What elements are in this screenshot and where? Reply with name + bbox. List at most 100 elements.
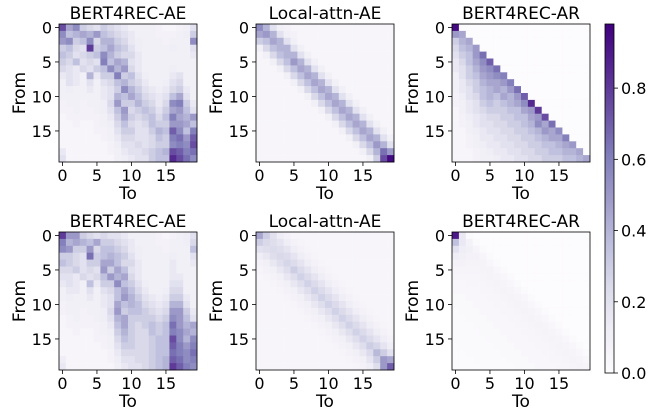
heatmap-cell — [311, 307, 319, 316]
heatmap-cell — [276, 321, 284, 329]
heatmap-cell — [500, 321, 508, 329]
heatmap-cell — [297, 65, 305, 73]
heatmap-cell — [345, 148, 353, 156]
heatmap-cell — [79, 328, 87, 336]
heatmap-cell — [493, 120, 501, 128]
heatmap-cell — [479, 245, 487, 254]
heatmap-cell — [93, 79, 101, 87]
heatmap-cell — [318, 58, 326, 66]
heatmap-cell — [555, 86, 563, 94]
heatmap-cell — [458, 113, 467, 121]
heatmap-cell — [93, 266, 101, 274]
heatmap-cell — [318, 86, 326, 94]
heatmap-cell — [318, 349, 326, 357]
heatmap-cell — [583, 99, 591, 108]
heatmap-cell — [373, 44, 381, 52]
heatmap-cell — [583, 79, 591, 87]
heatmap-cell — [541, 342, 549, 350]
heatmap-cell — [583, 252, 591, 260]
heatmap-cell — [79, 245, 87, 254]
heatmap-cell — [276, 307, 284, 316]
heatmap-cell — [114, 44, 122, 52]
heatmap-cell — [541, 356, 549, 364]
heatmap-cell — [269, 127, 278, 135]
heatmap-cell — [331, 294, 340, 302]
heatmap-cell — [65, 232, 74, 240]
heatmap-cell — [325, 238, 333, 247]
heatmap-cell — [114, 24, 122, 32]
heatmap-cell — [59, 148, 67, 156]
y-tick-label: 15 — [32, 330, 52, 349]
heatmap-cell — [276, 266, 284, 274]
heatmap-cell — [493, 335, 501, 343]
heatmap-cell — [527, 287, 536, 295]
heatmap-cell — [555, 266, 563, 274]
heatmap-cell — [148, 155, 156, 163]
heatmap-cell — [569, 24, 577, 32]
heatmap-cell — [256, 301, 264, 309]
heatmap-cell — [486, 51, 494, 59]
heatmap-cell — [107, 321, 115, 329]
heatmap-cell — [141, 301, 150, 309]
heatmap-cell — [452, 266, 460, 274]
y-tick-label: 5 — [435, 53, 445, 72]
heatmap-cell — [458, 44, 467, 52]
heatmap-cell — [276, 155, 284, 163]
heatmap-cell — [134, 342, 143, 350]
heatmap-cell — [534, 335, 543, 343]
heatmap-cell — [128, 93, 136, 101]
heatmap-cell — [318, 266, 326, 274]
heatmap-cell — [465, 294, 474, 302]
heatmap-cell — [521, 86, 529, 94]
heatmap-cell — [527, 106, 536, 115]
heatmap-cell — [458, 245, 467, 254]
heatmap-cell — [352, 51, 360, 59]
heatmap-cell — [493, 328, 501, 336]
heatmap-cell — [373, 294, 381, 302]
heatmap-cell — [452, 79, 460, 87]
heatmap-cell — [93, 58, 101, 66]
heatmap-cell — [452, 99, 460, 108]
heatmap-cell — [276, 232, 284, 240]
y-axis-label: From — [10, 280, 30, 322]
heatmap-cell — [276, 356, 284, 364]
heatmap-cell — [311, 127, 319, 135]
heatmap-cell — [507, 335, 515, 343]
heatmap-cell — [86, 51, 94, 59]
heatmap-cell — [338, 134, 347, 142]
heatmap-cell — [79, 24, 87, 32]
x-tick-label: 5 — [289, 374, 299, 393]
heatmap-cell — [534, 259, 543, 267]
heatmap-cell — [548, 328, 556, 336]
heatmap-cell — [576, 328, 584, 336]
heatmap-cell — [276, 72, 284, 80]
heatmap-cell — [86, 314, 94, 323]
heatmap-cell — [79, 301, 87, 309]
heatmap-cell — [121, 301, 129, 309]
heatmap-cell — [183, 44, 191, 52]
heatmap-cell — [366, 79, 374, 87]
heatmap-cell — [269, 44, 278, 52]
heatmap-cell — [338, 44, 347, 52]
heatmap-cell — [72, 252, 81, 260]
heatmap-cell — [452, 155, 460, 163]
heatmap-cell — [507, 72, 515, 80]
heatmap-cell — [541, 266, 549, 274]
heatmap-cell — [555, 321, 563, 329]
heatmap-cell — [121, 65, 129, 73]
heatmap-cell — [290, 134, 298, 142]
heatmap-cell — [290, 106, 298, 115]
heatmap-cell — [500, 245, 508, 254]
heatmap-cell — [458, 72, 467, 80]
heatmap-cell — [373, 99, 381, 108]
heatmap-cell — [107, 294, 115, 302]
heatmap-cell — [507, 113, 515, 121]
heatmap-cell — [507, 252, 515, 260]
heatmap-cell — [134, 58, 143, 66]
heatmap-cell — [79, 106, 87, 115]
heatmap-cell — [93, 238, 101, 247]
heatmap-cell — [472, 72, 480, 80]
heatmap-cell — [79, 58, 87, 66]
heatmap-cell — [148, 356, 156, 364]
x-tick-label: 5 — [485, 166, 495, 185]
